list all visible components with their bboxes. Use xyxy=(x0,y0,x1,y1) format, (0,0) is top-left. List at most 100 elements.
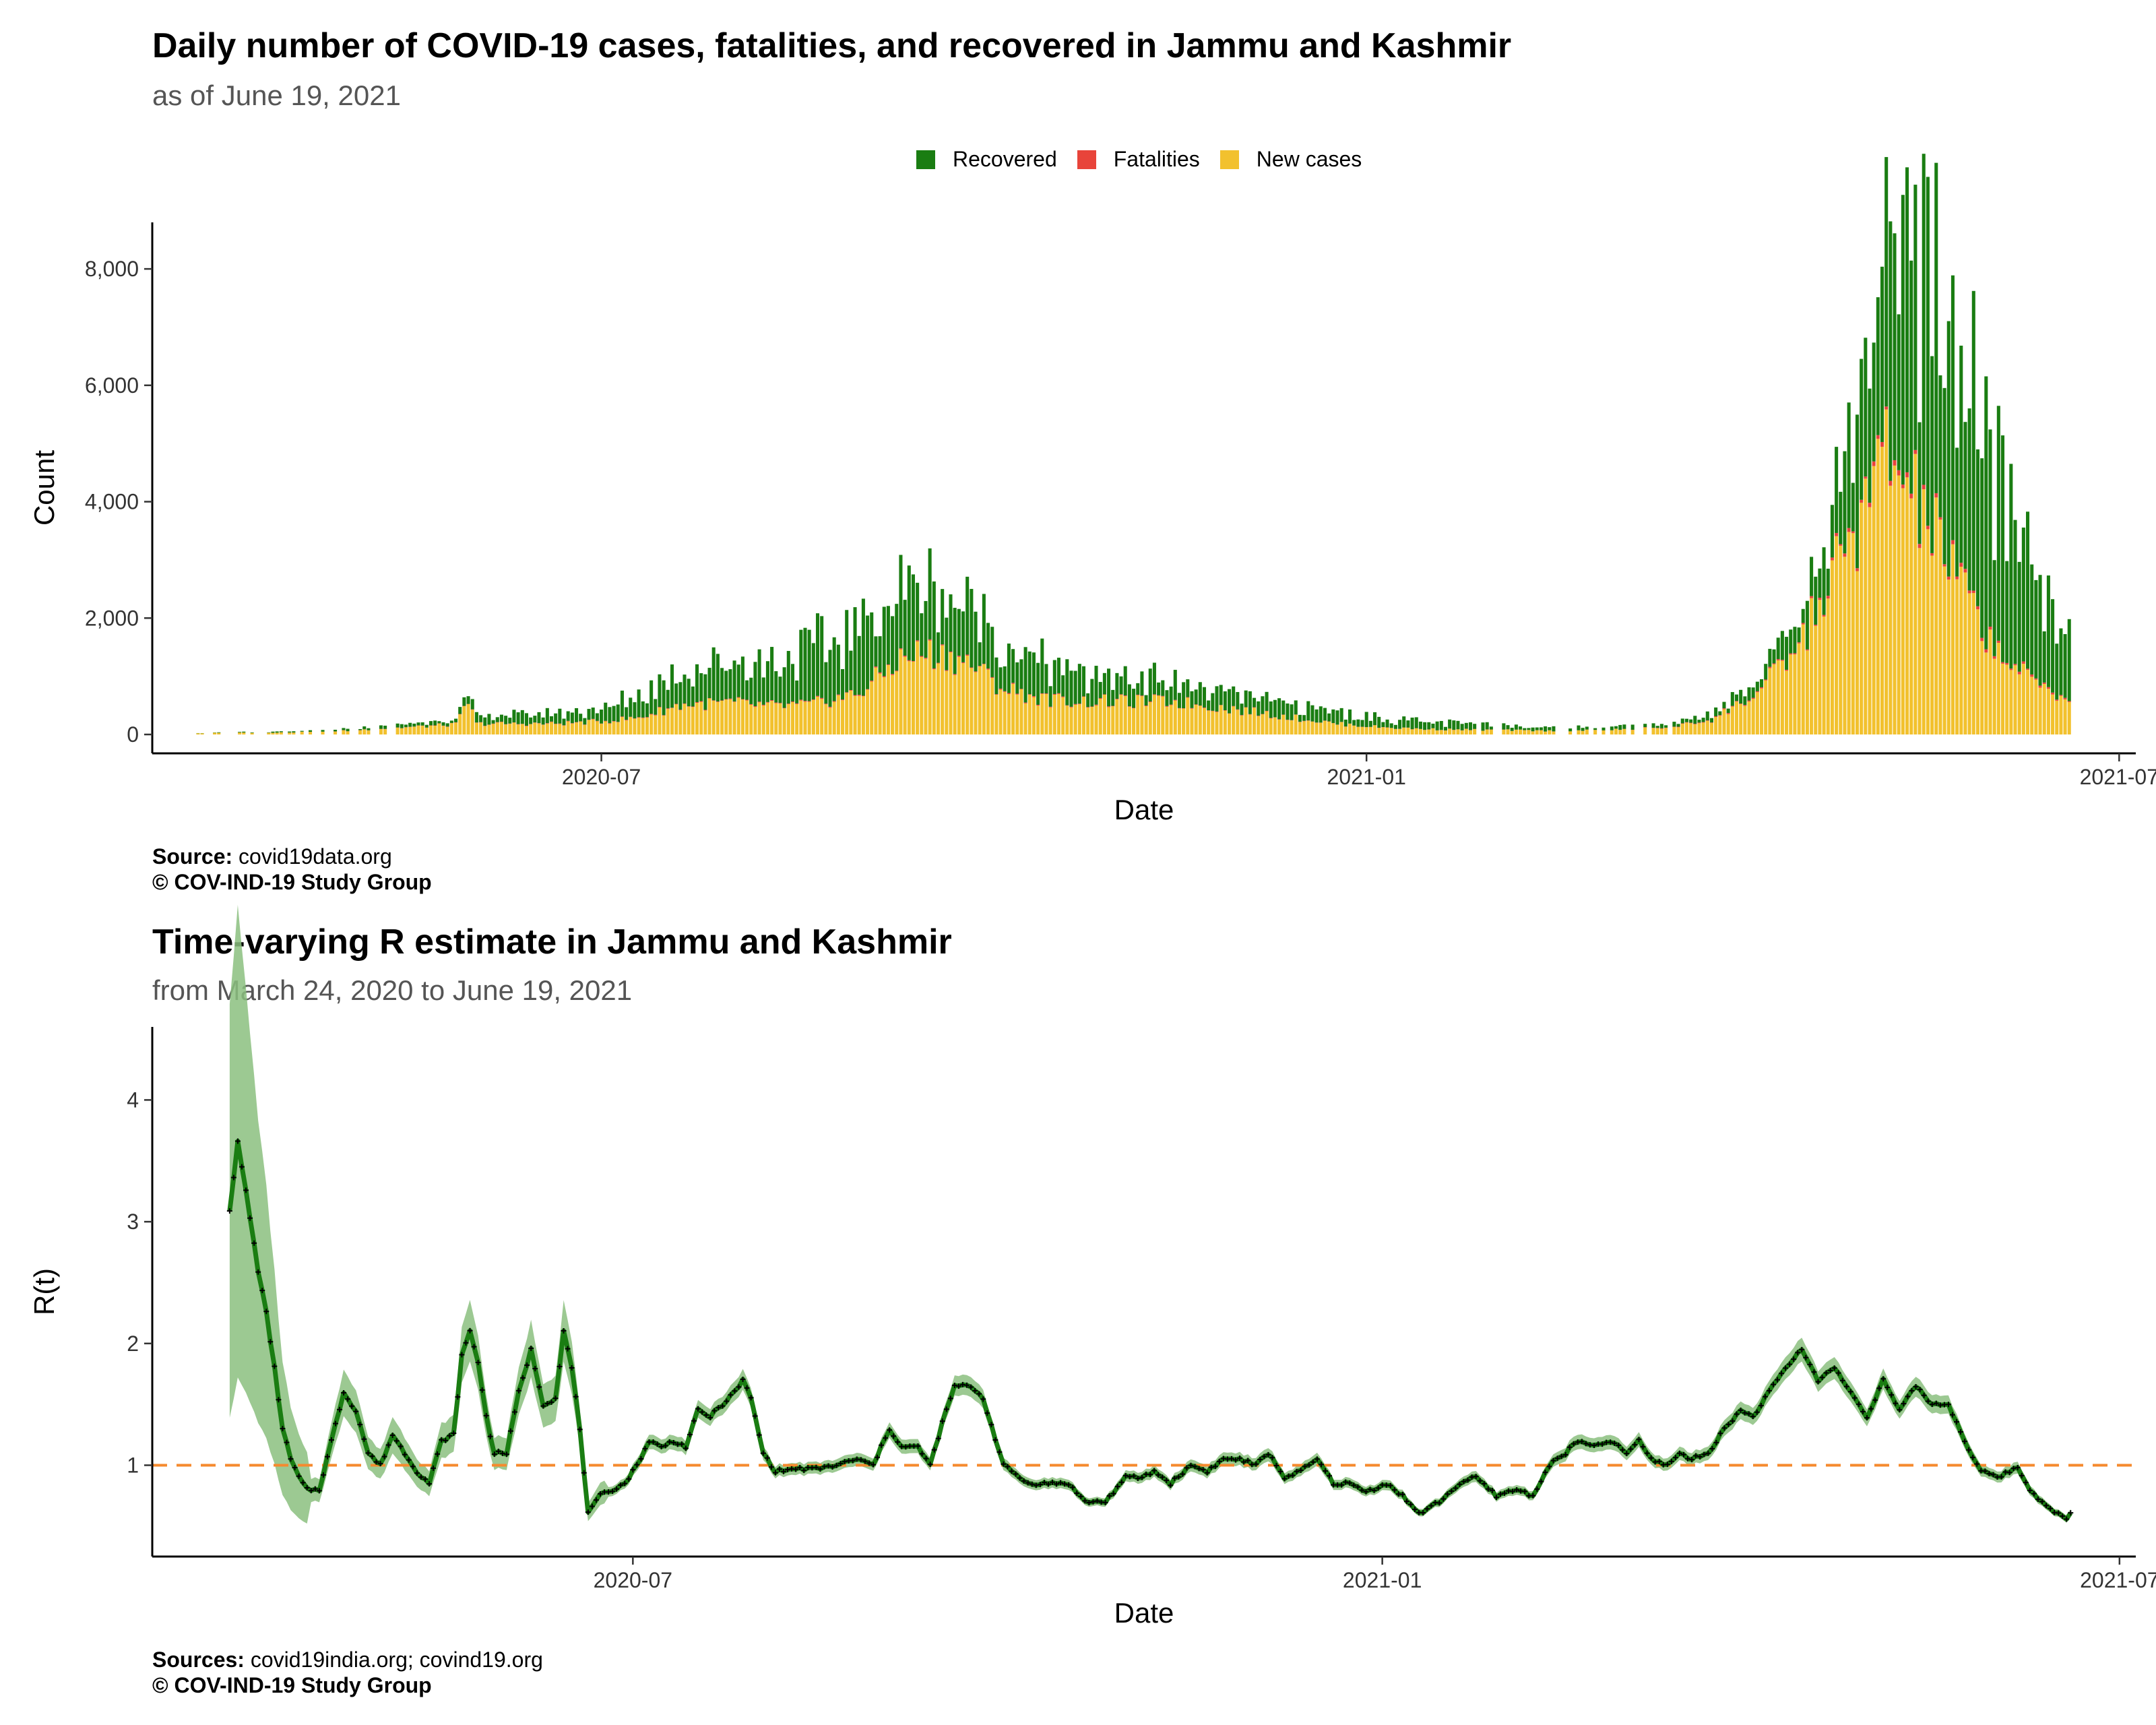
bar-new-cases xyxy=(346,731,350,734)
bar-new-cases xyxy=(1385,727,1389,734)
chart2-point xyxy=(557,1363,563,1369)
bar-recovered xyxy=(1019,659,1023,689)
bar-new-cases xyxy=(711,700,716,734)
bar-fatalities xyxy=(878,672,882,674)
bar-fatalities xyxy=(961,662,965,664)
bar-new-cases xyxy=(2021,664,2025,734)
bar-recovered xyxy=(441,722,445,726)
bar-recovered xyxy=(600,710,604,724)
bar-new-cases xyxy=(1709,722,1713,734)
bar-recovered xyxy=(903,600,907,656)
chart2-point xyxy=(1363,1488,1369,1495)
bar-new-cases xyxy=(445,726,449,734)
bar-fatalities xyxy=(753,706,757,708)
bar-new-cases xyxy=(512,722,516,734)
chart2-point xyxy=(1746,1411,1752,1417)
chart2-point xyxy=(687,1432,693,1438)
bar-new-cases xyxy=(1785,670,1789,734)
chart2-point xyxy=(1860,1408,1866,1414)
chart2-point xyxy=(1709,1446,1715,1452)
chart2-point xyxy=(1628,1446,1634,1452)
bar-fatalities xyxy=(1814,625,1818,626)
chart2-caption-source-label: Sources: xyxy=(152,1648,245,1672)
bar-fatalities xyxy=(895,670,899,672)
bar-recovered xyxy=(562,718,566,726)
bar-fatalities xyxy=(1065,705,1069,706)
bar-new-cases xyxy=(367,730,371,734)
chart2-point xyxy=(1420,1510,1426,1516)
bar-new-cases xyxy=(279,732,283,734)
chart2-point xyxy=(381,1453,387,1460)
bar-new-cases xyxy=(1136,695,1140,734)
bar-recovered xyxy=(217,732,221,733)
bar-new-cases xyxy=(1527,730,1531,734)
chart2-point xyxy=(1986,1470,1992,1476)
bar-recovered xyxy=(516,712,520,724)
bar-recovered xyxy=(1502,723,1506,730)
bar-new-cases xyxy=(857,695,861,734)
chart2-point xyxy=(377,1461,383,1467)
bar-recovered xyxy=(545,708,549,724)
chart2-point xyxy=(1257,1457,1263,1463)
chart2-point xyxy=(1318,1462,1324,1468)
bar-recovered xyxy=(1889,221,1893,481)
bar-fatalities xyxy=(1996,640,2000,644)
bar-recovered xyxy=(658,674,662,708)
bar-recovered xyxy=(1830,505,1834,558)
chart2-point xyxy=(1591,1442,1597,1448)
bar-new-cases xyxy=(1855,571,1860,734)
bar-recovered xyxy=(1348,709,1352,724)
bar-new-cases xyxy=(1722,709,1726,734)
chart2-point xyxy=(337,1406,343,1412)
bar-new-cases xyxy=(454,722,458,734)
bar-recovered xyxy=(1456,720,1460,730)
bar-new-cases xyxy=(271,732,275,734)
bar-new-cases xyxy=(1331,723,1335,734)
bar-fatalities xyxy=(1768,666,1772,668)
chart2-point xyxy=(1856,1402,1862,1408)
chart2-point xyxy=(573,1393,579,1400)
chart2-point xyxy=(1880,1376,1886,1382)
bar-fatalities xyxy=(903,656,907,657)
chart2-point xyxy=(1310,1459,1316,1465)
bar-recovered xyxy=(483,717,487,726)
bar-fatalities xyxy=(770,700,774,701)
bar-recovered xyxy=(2021,527,2025,662)
bar-fatalities xyxy=(695,702,699,703)
chart2-point xyxy=(1779,1371,1785,1377)
bar-recovered xyxy=(1730,692,1734,706)
bar-fatalities xyxy=(732,701,736,702)
bar-new-cases xyxy=(1926,529,1930,734)
bar-new-cases xyxy=(554,724,558,734)
chart2-point xyxy=(748,1395,754,1401)
bar-new-cases xyxy=(217,732,221,734)
bar-fatalities xyxy=(1680,723,1684,724)
chart2-point xyxy=(1493,1495,1499,1501)
bar-new-cases xyxy=(633,718,637,734)
bar-recovered xyxy=(470,699,474,710)
bar-new-cases xyxy=(1585,729,1589,734)
bar-recovered xyxy=(1290,704,1294,720)
chart2-point xyxy=(1281,1476,1288,1482)
bar-fatalities xyxy=(1988,626,1992,630)
bar-recovered xyxy=(1173,670,1177,700)
bar-new-cases xyxy=(292,732,296,734)
chart2-point xyxy=(1546,1464,1552,1470)
bar-new-cases xyxy=(1240,715,1244,734)
bar-new-cases xyxy=(1202,708,1207,734)
bar-recovered xyxy=(395,723,400,728)
bar-recovered xyxy=(1872,342,1876,462)
bar-fatalities xyxy=(1926,526,1930,530)
chart2-point xyxy=(2056,1510,2062,1516)
bar-fatalities xyxy=(2063,697,2067,699)
chart2-point xyxy=(1608,1439,1614,1445)
bar-recovered xyxy=(1215,686,1219,712)
chart2-point xyxy=(1314,1456,1320,1462)
chart2-point xyxy=(1485,1486,1491,1492)
bar-recovered xyxy=(1851,482,1855,532)
bar-recovered xyxy=(1281,700,1286,715)
chart2-point xyxy=(1200,1467,1206,1473)
bar-recovered xyxy=(1302,715,1306,721)
chart2-point xyxy=(870,1462,876,1468)
bar-recovered xyxy=(1577,725,1581,730)
